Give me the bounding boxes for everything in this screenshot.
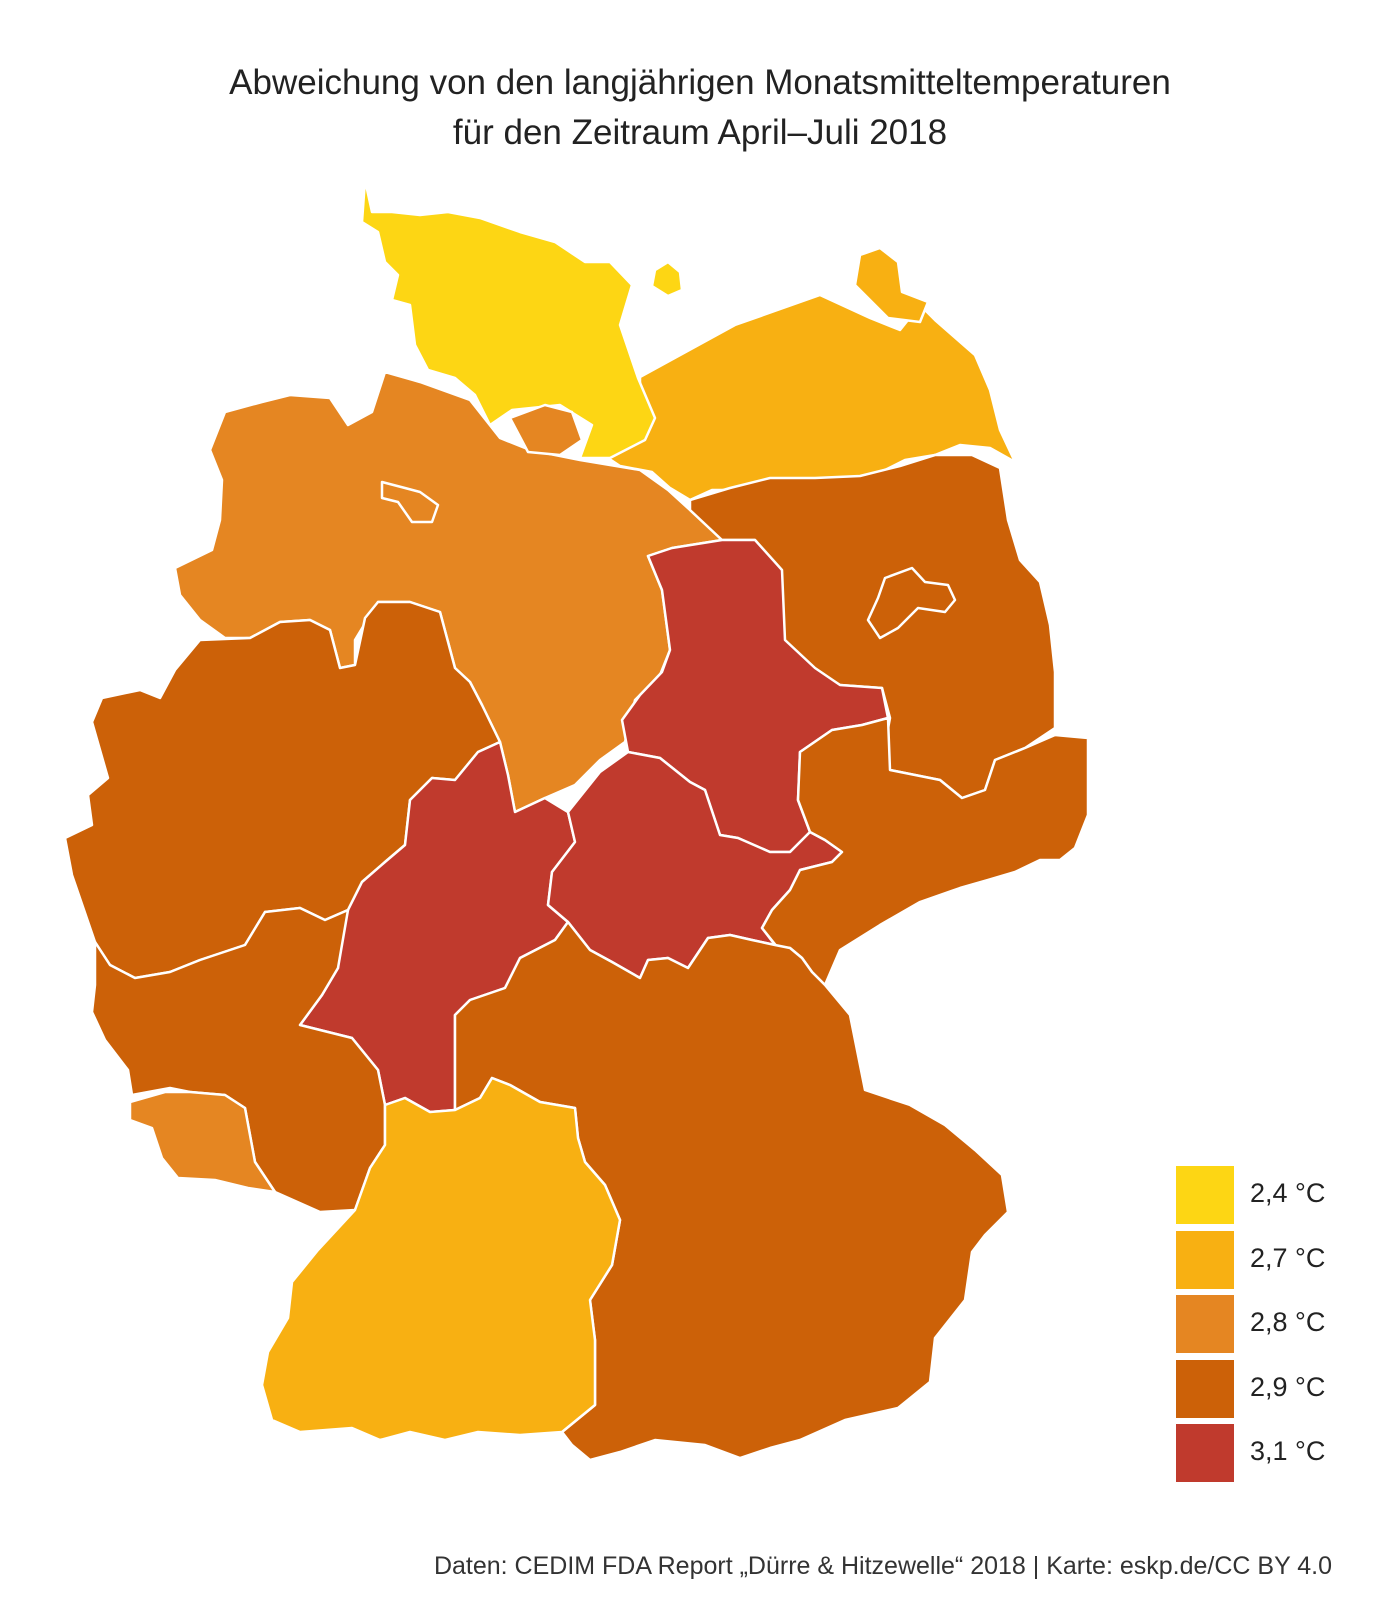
- legend-label: 2,9 °C: [1250, 1371, 1326, 1402]
- source-credit: Daten: CEDIM FDA Report „Dürre & Hitzewe…: [433, 1552, 1332, 1580]
- legend-swatch: [1176, 1295, 1234, 1353]
- title-line-1: Abweichung von den langjährigen Monatsmi…: [229, 63, 1171, 102]
- legend-swatch: [1176, 1424, 1234, 1482]
- region-schleswig-holstein-island: [650, 260, 684, 298]
- legend-swatch: [1176, 1230, 1234, 1289]
- legend-swatch: [1176, 1166, 1234, 1224]
- region-saarland: [128, 1090, 277, 1194]
- region-bremen: [380, 480, 440, 524]
- region-mecklenburg-vorpommern-island: [853, 246, 930, 324]
- region-sachsen: [760, 716, 1090, 987]
- region-berlin: [866, 566, 957, 640]
- legend-label: 2,8 °C: [1250, 1307, 1326, 1337]
- legend-label: 2,7 °C: [1250, 1242, 1326, 1273]
- legend-swatch: [1176, 1359, 1234, 1418]
- legend-label: 3,1 °C: [1250, 1436, 1326, 1466]
- region-baden-wuerttemberg: [260, 1076, 622, 1442]
- map-title: Abweichung von den langjährigen Monatsmi…: [0, 58, 1400, 158]
- region-schleswig-holstein: [360, 178, 657, 460]
- region-niedersachsen-fragment: [508, 403, 584, 457]
- legend-label: 2,4 °C: [1250, 1178, 1326, 1208]
- title-line-2: für den Zeitraum April–Juli 2018: [452, 113, 948, 152]
